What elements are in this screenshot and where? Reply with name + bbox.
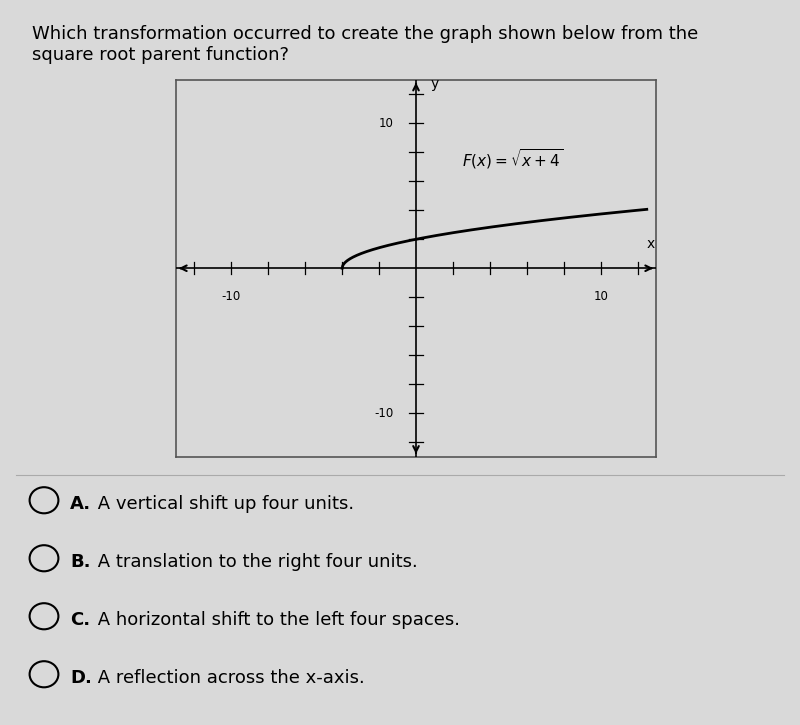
Text: A reflection across the x-axis.: A reflection across the x-axis. [92,669,365,687]
Text: y: y [430,77,439,91]
Text: A vertical shift up four units.: A vertical shift up four units. [92,495,354,513]
Text: 10: 10 [593,290,608,303]
Text: x: x [646,237,654,251]
Text: Which transformation occurred to create the graph shown below from the
square ro: Which transformation occurred to create … [32,25,698,65]
Text: C.: C. [70,611,90,629]
Text: $F(x) = \sqrt{x + 4}$: $F(x) = \sqrt{x + 4}$ [462,148,563,171]
Text: A horizontal shift to the left four spaces.: A horizontal shift to the left four spac… [92,611,460,629]
Text: -10: -10 [222,290,241,303]
Text: D.: D. [70,669,92,687]
Text: 10: 10 [379,117,394,130]
Text: B.: B. [70,553,91,571]
Text: A.: A. [70,495,91,513]
Text: A translation to the right four units.: A translation to the right four units. [92,553,418,571]
Text: -10: -10 [374,407,394,420]
